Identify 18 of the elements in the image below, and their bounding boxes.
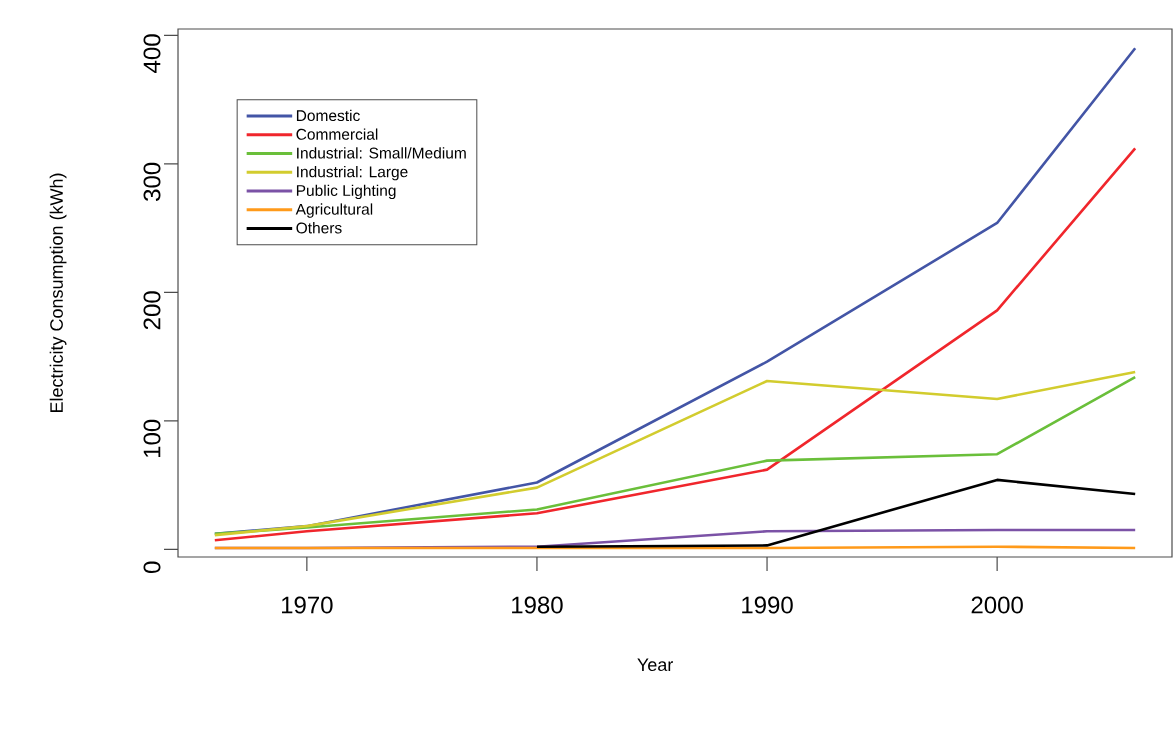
y-tick-label: 100 (143, 419, 161, 457)
legend-label: Commercial (296, 128, 378, 140)
legend-label: Public Lighting (296, 184, 396, 200)
y-axis-title: Electricity Consumption (kWh) (49, 173, 67, 413)
x-tick-label: 1980 (512, 596, 563, 614)
y-tick-label: 200 (143, 291, 161, 330)
y-tick-label: 0 (143, 561, 161, 574)
x-axis-title: Year (637, 658, 674, 672)
legend-label: Industrial: Large (297, 165, 408, 181)
y-tick-label: 400 (143, 34, 161, 73)
x-tick-label: 1990 (742, 596, 793, 614)
legend-label: Industrial: Small/Medium (297, 147, 466, 159)
y-tick-label: 300 (143, 162, 161, 201)
x-tick-label: 1970 (282, 596, 333, 614)
legend-label: Domestic (296, 109, 360, 122)
legend-label: Others (296, 222, 342, 234)
x-tick-label: 2000 (971, 596, 1023, 614)
legend-label: Agricultural (295, 203, 373, 218)
